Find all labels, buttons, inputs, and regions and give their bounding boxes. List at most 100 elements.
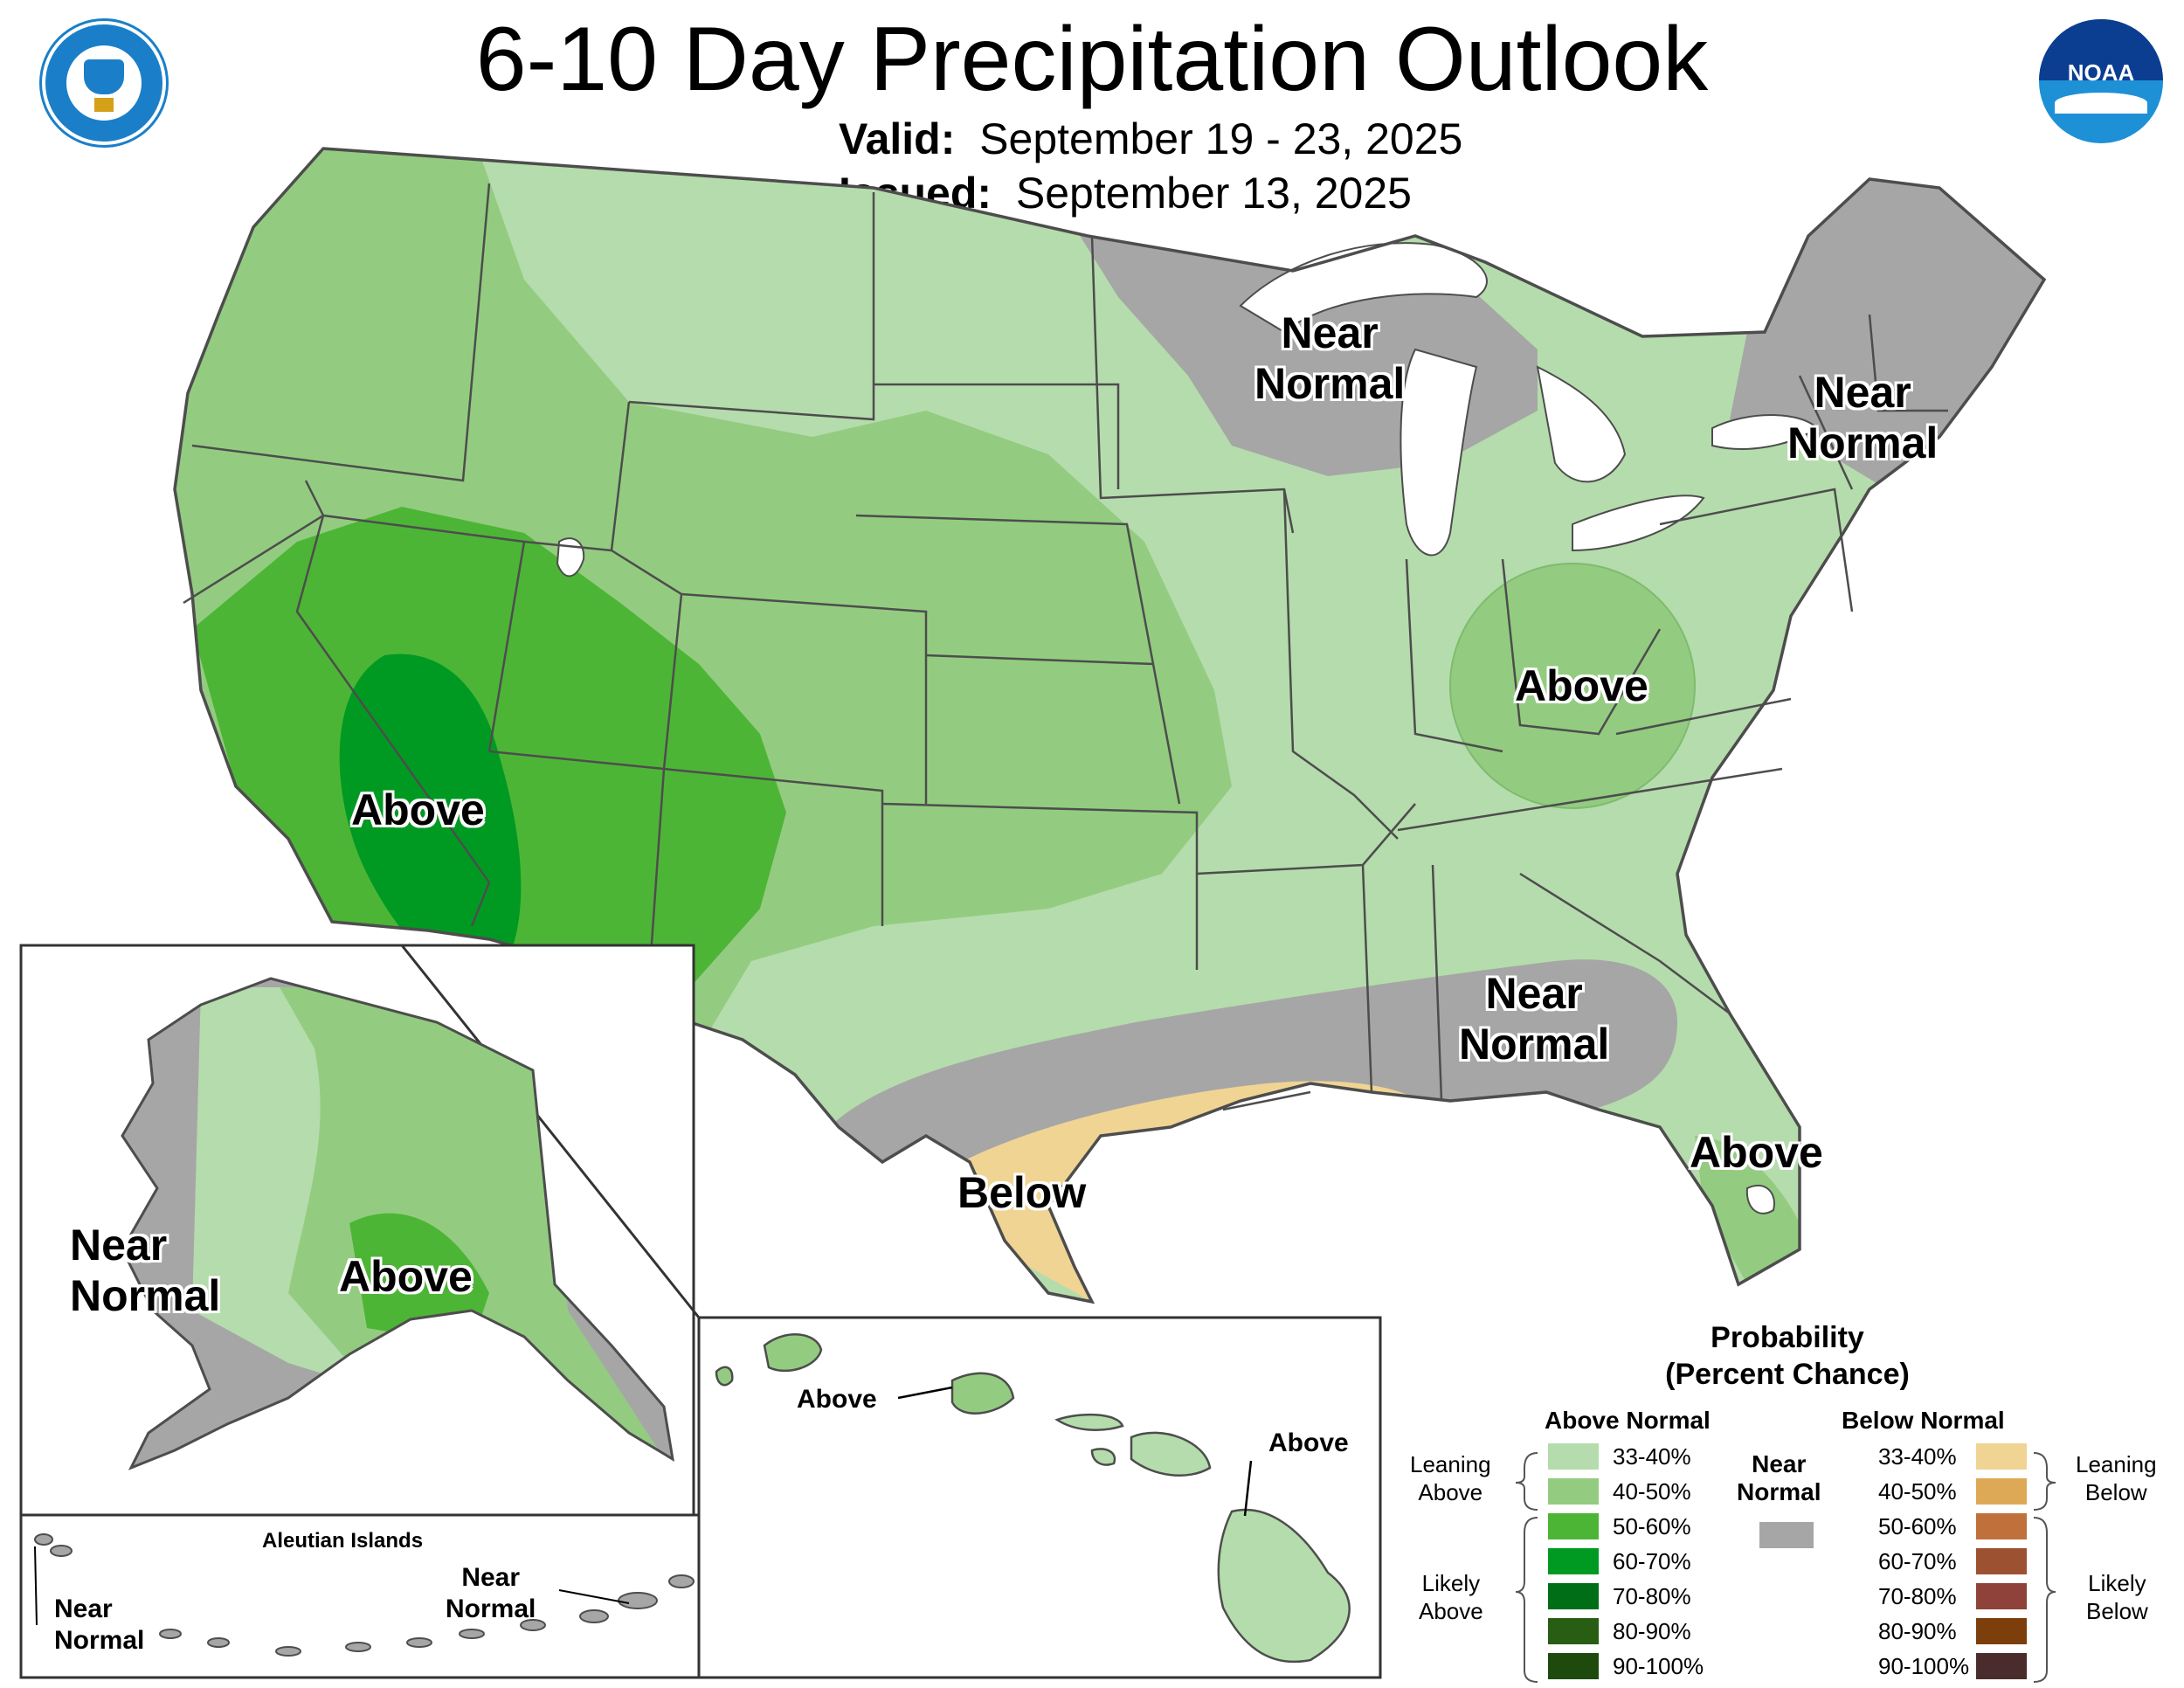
inset-connector-line [400, 944, 701, 1318]
lake-erie [1572, 495, 1705, 552]
valid-label: Valid: [839, 114, 956, 163]
legend-above-swatch-2 [1548, 1513, 1599, 1539]
aleutian-inset [19, 1513, 701, 1679]
border-co-ks [681, 592, 928, 804]
legend-below-swatch-3 [1976, 1548, 2027, 1574]
legend-above-range-label-5: 80-90% [1613, 1618, 1691, 1644]
legend-below-swatch-5 [1976, 1618, 2027, 1644]
aleutian-title: Aleutian Islands [262, 1529, 424, 1553]
oahu-island [950, 1372, 1015, 1415]
legend-below-swatch-0 [1976, 1443, 2027, 1470]
border-mn-ia-wi [1090, 235, 1295, 534]
border-tx-la [1222, 1090, 1311, 1111]
legend-above-swatches [1548, 1443, 1599, 1679]
legend-likely-below-label: Likely Below [2086, 1570, 2148, 1624]
border-mt-nd [628, 192, 875, 421]
border-tn-nc [1397, 767, 1783, 832]
legend-above-range-label-6: 90-100% [1613, 1653, 1704, 1679]
legend-near-normal-swatch [1759, 1522, 1814, 1548]
border-nd-sd-mn [874, 383, 1120, 489]
gulf-near-normal-area [821, 959, 1677, 1188]
gulf-near-normal-label: Near Normal [1459, 969, 1610, 1069]
alaska-inset [19, 944, 701, 1517]
legend-near-normal-label: Near Normal [1737, 1450, 1821, 1505]
legend-above-swatch-4 [1548, 1583, 1599, 1609]
florida-above-label: Above [1690, 1128, 1823, 1177]
aleutian-east-near-normal-label: Near Normal [446, 1563, 536, 1623]
border-ms-al [1361, 864, 1373, 1093]
legend-above-range-label-0: 33-40% [1613, 1443, 1691, 1470]
border-ny-vt [1798, 375, 1854, 490]
florida-above-area [1695, 1136, 1800, 1284]
valid-dates: Valid: September 19 - 23, 2025 [839, 114, 1462, 164]
lake-ontario [1711, 414, 1819, 450]
legend-below-range-label-0: 33-40% [1878, 1443, 1957, 1470]
lake-superior [1239, 242, 1488, 334]
border-vt-nh [1868, 314, 1948, 412]
legend-likely-above-label: Likely Above [1419, 1570, 1483, 1624]
legend-above-swatch-5 [1548, 1618, 1599, 1644]
lanai-island [1090, 1448, 1116, 1466]
legend-above-range-label-4: 70-80% [1613, 1583, 1691, 1609]
northeast-near-normal-label: Near Normal [1787, 368, 1939, 467]
border-il [1282, 488, 1399, 840]
legend-below-range-label-6: 90-100% [1878, 1653, 1970, 1679]
hawaii-big-island-above-label: Above [1268, 1429, 1349, 1457]
state-borders [173, 147, 2047, 1304]
legend-below-swatch-6 [1976, 1653, 2027, 1679]
legend-below-range-label-2: 50-60% [1878, 1513, 1957, 1539]
border-ga-sc [1519, 872, 1731, 1014]
legend-above-swatch-0 [1548, 1443, 1599, 1470]
legend-below-range-label-1: 40-50% [1878, 1478, 1957, 1505]
molokai-island [1054, 1413, 1124, 1431]
texas-below-label: Below [957, 1168, 1087, 1217]
alaska-outline [121, 977, 675, 1470]
legend-above-range-label-3: 60-70% [1613, 1548, 1691, 1574]
conus-outline [173, 147, 2047, 1304]
aleutian-west-near-normal-label: Near Normal [54, 1595, 145, 1655]
maui-island [1130, 1431, 1212, 1477]
southwest-above-label: Above [351, 785, 485, 834]
border-in [1405, 558, 1503, 753]
alaska-near-normal-label: Near Normal [70, 1221, 221, 1320]
border-wa-or [191, 183, 491, 482]
legend-below-range-label-4: 70-80% [1878, 1583, 1957, 1609]
department-of-commerce-seal-icon [42, 21, 166, 145]
issued-value: September 13, 2025 [1015, 169, 1412, 218]
valid-value: September 19 - 23, 2025 [979, 114, 1463, 163]
ohio-valley-above-label: Above [1515, 661, 1648, 710]
border-ca-nv [295, 515, 491, 927]
lake-okeechobee [1745, 1184, 1775, 1214]
legend-below-swatch-4 [1976, 1583, 2027, 1609]
great-lakes [556, 242, 1819, 1214]
legend-above-swatch-3 [1548, 1548, 1599, 1574]
border-ks-ok-ar [881, 802, 1199, 970]
noaa-logo-text: NOAA [2067, 59, 2135, 86]
legend-below-range-label-3: 60-70% [1878, 1548, 1957, 1574]
lake-huron [1536, 365, 1627, 483]
border-ne-ks-mo [925, 654, 1181, 805]
hawaii-inset [697, 1316, 1382, 1679]
legend-above-swatch-6 [1548, 1653, 1599, 1679]
ohio-valley-above-area [1449, 563, 1696, 809]
hawaii-oahu-above-label: Above [797, 1385, 877, 1414]
kauai-island [763, 1333, 823, 1373]
niihau-island [715, 1366, 734, 1387]
legend-leaning-above-label: Leaning Above [1410, 1451, 1491, 1505]
legend-below-swatches [1976, 1443, 2027, 1679]
great-lakes-near-normal-label: Near Normal [1254, 308, 1406, 408]
alaska-above-label: Above [339, 1252, 473, 1301]
legend-leaning-below-label: Leaning Below [2076, 1451, 2157, 1505]
border-al-ga [1431, 864, 1443, 1102]
legend-below-swatch-1 [1976, 1478, 2027, 1505]
legend-above-swatch-1 [1548, 1478, 1599, 1505]
legend-braces [1515, 1452, 2056, 1683]
big-island [1217, 1508, 1351, 1664]
legend-below-swatch-2 [1976, 1513, 2027, 1539]
border-oh [1501, 558, 1662, 736]
legend-below-range-label-5: 80-90% [1878, 1618, 1957, 1644]
border-sd-ne-ia [855, 514, 1155, 665]
legend-above-range-label-1: 40-50% [1613, 1478, 1691, 1505]
lake-michigan [1400, 348, 1478, 557]
